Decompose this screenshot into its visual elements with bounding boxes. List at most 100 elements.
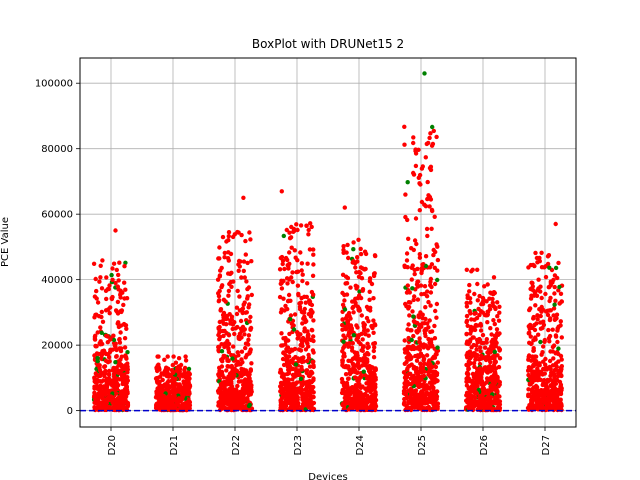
data-point [172,394,177,399]
data-point [555,275,560,281]
data-point [99,385,105,390]
data-point [302,306,307,312]
data-point [368,370,373,376]
data-point [226,230,232,235]
data-point [552,385,557,391]
data-point [249,292,254,298]
data-point [241,391,246,396]
data-point [495,353,500,358]
data-point [478,321,483,327]
data-point [465,293,470,298]
data-point [417,336,422,341]
data-point [428,366,433,371]
data-point [525,405,531,411]
data-point [413,163,419,169]
data-point [415,297,421,302]
data-point [435,389,440,394]
data-point [492,365,498,371]
data-point [488,395,494,400]
data-point [98,390,103,395]
data-point [430,208,435,214]
data-point [249,361,254,366]
data-point [291,327,297,332]
data-point [125,389,130,395]
data-point [535,313,540,318]
data-point [235,383,240,389]
data-point [361,344,366,349]
data-point [225,378,230,383]
data-point [430,124,435,130]
data-point [363,332,368,337]
data-point [305,261,310,266]
data-point [161,405,167,410]
data-point [216,400,221,405]
data-point [111,337,117,343]
data-point [413,216,419,221]
data-point [545,254,551,259]
data-point [343,391,349,396]
data-point [230,356,235,361]
data-point [296,390,301,395]
data-point [247,319,252,324]
data-point [181,405,186,411]
data-point [427,340,432,345]
data-point [307,379,312,384]
data-point [538,339,543,345]
data-point [533,250,538,256]
data-point [111,261,117,266]
data-point [418,390,424,395]
data-point [117,337,122,342]
data-point [486,364,491,370]
data-point [492,349,497,355]
data-point [311,350,316,355]
data-point [351,389,356,395]
data-point [467,308,472,314]
data-point [412,320,418,325]
data-point [154,394,160,399]
data-point [285,345,291,350]
data-point [248,379,253,384]
data-point [99,286,105,291]
data-point [299,367,304,372]
data-point [118,330,123,335]
data-point [107,368,112,374]
data-point [434,301,440,307]
data-point [480,400,486,405]
data-point [428,167,434,173]
data-point [286,292,292,298]
data-point [305,358,310,364]
data-point [361,328,367,333]
data-point [122,336,128,341]
data-point [121,397,126,402]
data-point [307,247,313,252]
data-point [350,361,355,366]
data-point [167,390,172,395]
data-point [102,364,108,369]
data-point [528,334,533,339]
data-point [95,300,101,305]
data-point [287,277,292,282]
data-point [288,317,293,322]
data-point [155,379,160,385]
data-point [236,397,242,402]
data-point [307,393,312,398]
data-point [98,325,103,330]
data-point [123,260,128,265]
data-point [116,405,122,410]
data-point [310,328,315,333]
data-point [230,396,236,402]
data-point [219,381,224,386]
data-point [475,298,480,303]
data-point [302,398,307,403]
data-point [240,360,245,365]
data-point [107,283,112,288]
data-point [350,299,355,304]
data-point [154,366,159,372]
data-point [243,341,249,346]
x-tick-label: D21 [169,435,180,455]
data-point [294,393,299,399]
data-point [308,384,314,390]
data-point [526,357,531,362]
data-point [401,401,407,407]
data-point [464,301,470,306]
